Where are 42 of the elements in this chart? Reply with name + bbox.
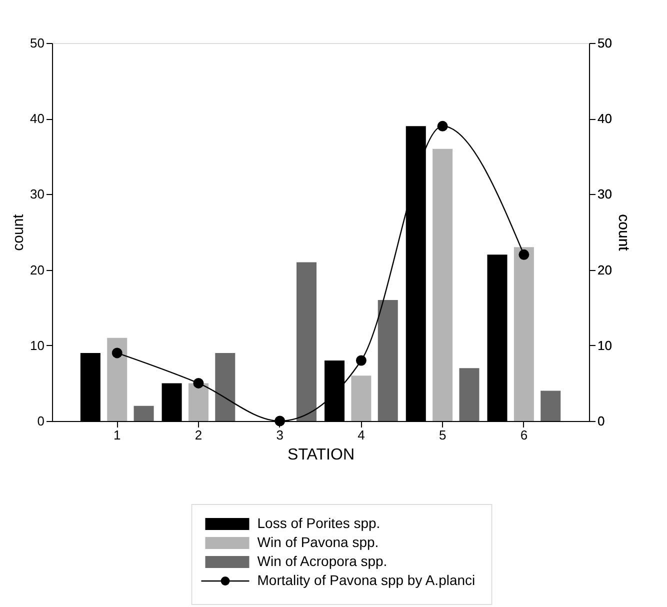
bar	[378, 300, 398, 421]
x-tick-label: 4	[358, 428, 365, 442]
x-axis-title: STATION	[288, 446, 355, 464]
x-tick-label: 3	[276, 428, 284, 442]
bar	[296, 262, 317, 421]
bar	[107, 338, 128, 421]
point	[193, 378, 204, 388]
bar	[540, 390, 561, 421]
legend-label: Win of Acropora spp.	[257, 553, 388, 569]
y2-tick-label: 40	[598, 111, 612, 126]
y-tick-label: 10	[30, 338, 45, 353]
x-tick-label: 2	[194, 428, 202, 442]
y2-tick-label: 50	[598, 36, 612, 50]
y-tick-label: 40	[30, 111, 45, 126]
bar	[188, 383, 208, 421]
y-tick-label: 50	[30, 36, 45, 50]
legend-label: Mortality of Pavona spp by A.planci	[257, 572, 476, 588]
y2-tick-label: 0	[598, 414, 605, 428]
y2-tick-label: 20	[598, 262, 612, 278]
bar	[459, 368, 480, 421]
y-tick-label: 0	[37, 414, 45, 428]
point	[112, 348, 122, 358]
bar	[134, 406, 154, 421]
bar	[514, 247, 534, 421]
point	[356, 355, 366, 366]
legend-label: Win of Pavona spp.	[257, 534, 379, 550]
x-tick-label: 1	[113, 428, 121, 442]
y-tick-label: 20	[30, 262, 45, 278]
y-axis-title: count	[10, 213, 28, 251]
bar	[351, 376, 372, 421]
legend-label: Loss of Porites spp.	[257, 515, 380, 531]
x-tick-label: 6	[520, 428, 528, 442]
point	[437, 120, 448, 132]
point	[518, 249, 530, 260]
bar	[215, 352, 236, 421]
y2-tick-label: 30	[598, 186, 612, 202]
point	[274, 416, 286, 426]
y2-tick-label: 10	[598, 338, 612, 353]
bar	[432, 148, 453, 421]
x-tick-label: 5	[438, 428, 446, 442]
y-tick-label: 30	[30, 186, 45, 202]
y2-axis-title: count	[614, 214, 632, 252]
